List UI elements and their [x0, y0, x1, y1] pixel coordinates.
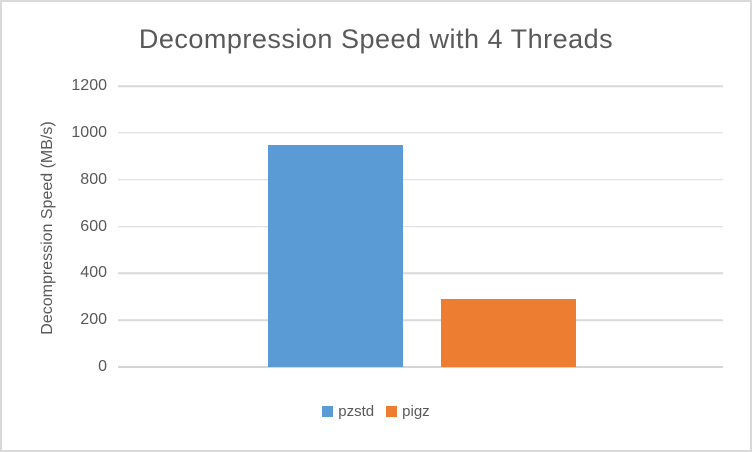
- legend-swatch-pigz-icon: [386, 406, 398, 417]
- y-tick-label: 1200: [71, 77, 107, 94]
- legend-label-pzstd: pzstd: [338, 403, 375, 420]
- bar-pzstd: [268, 144, 403, 367]
- y-tick-label: 800: [80, 170, 107, 188]
- gridline-800: [118, 178, 723, 181]
- y-tick-label: 400: [80, 264, 107, 282]
- x-axis-line: [118, 366, 723, 368]
- legend-item-pzstd: pzstd: [322, 403, 374, 420]
- legend-swatch-pzstd-icon: [322, 406, 334, 417]
- gridline-1200: [118, 85, 723, 87]
- y-tick-label: 1000: [71, 123, 107, 141]
- legend-item-pigz: pigz: [386, 403, 430, 420]
- gridline-1000: [118, 132, 723, 134]
- y-tick-label: 600: [80, 217, 107, 235]
- y-tick-label: 200: [80, 311, 107, 329]
- legend-label-pigz: pigz: [402, 403, 430, 420]
- y-axis-tick-labels: 1200 1000 800 600 400 200 0: [2, 77, 107, 375]
- gridline-400: [118, 272, 723, 275]
- plot-area: [118, 85, 723, 368]
- gridline-200: [118, 319, 723, 321]
- gridline-600: [118, 225, 723, 228]
- chart-title: Decompression Speed with 4 Threads: [138, 24, 614, 54]
- y-tick-label: 0: [98, 358, 107, 375]
- bar-pigz: [441, 299, 576, 367]
- legend: pzstd pigz: [2, 403, 750, 420]
